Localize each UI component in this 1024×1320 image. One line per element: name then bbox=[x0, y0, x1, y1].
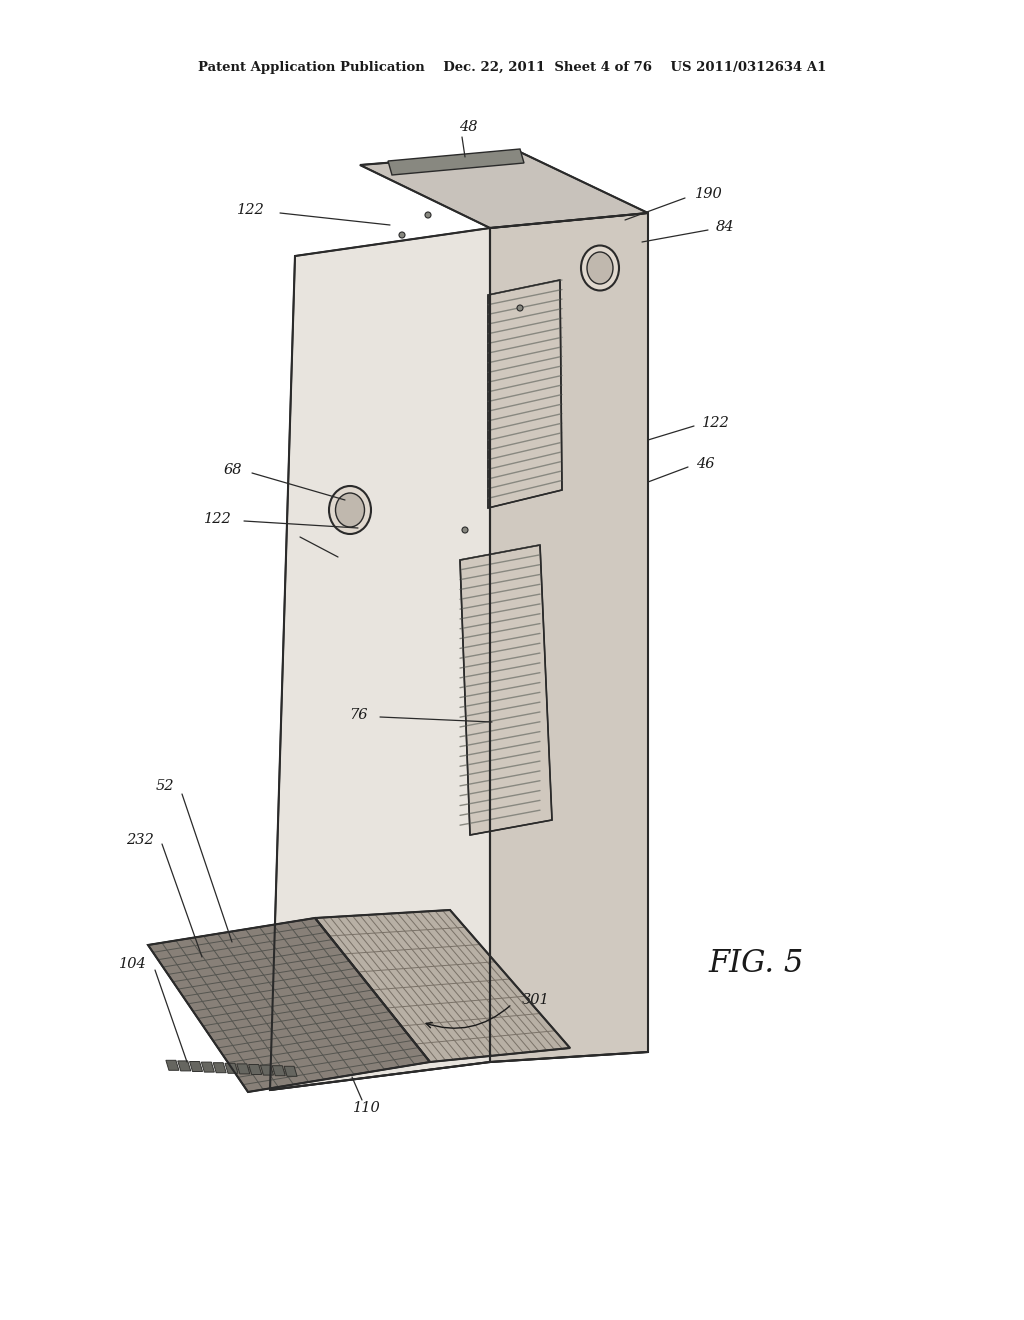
Text: Patent Application Publication    Dec. 22, 2011  Sheet 4 of 76    US 2011/031263: Patent Application Publication Dec. 22, … bbox=[198, 62, 826, 74]
Polygon shape bbox=[249, 1064, 262, 1074]
Polygon shape bbox=[178, 1061, 190, 1071]
Text: 52: 52 bbox=[156, 779, 174, 793]
Circle shape bbox=[517, 305, 523, 312]
Ellipse shape bbox=[336, 492, 365, 527]
Polygon shape bbox=[237, 1064, 250, 1074]
Polygon shape bbox=[360, 152, 648, 228]
Text: 122: 122 bbox=[204, 512, 232, 525]
Polygon shape bbox=[202, 1063, 214, 1072]
Polygon shape bbox=[490, 213, 648, 1063]
Text: 84: 84 bbox=[716, 220, 734, 234]
Text: 104: 104 bbox=[119, 957, 147, 972]
Text: 122: 122 bbox=[238, 203, 265, 216]
Text: 46: 46 bbox=[696, 457, 715, 471]
Polygon shape bbox=[488, 280, 562, 508]
Polygon shape bbox=[270, 228, 490, 1090]
Polygon shape bbox=[166, 1060, 179, 1071]
Polygon shape bbox=[189, 1061, 203, 1072]
Text: 122: 122 bbox=[702, 416, 730, 430]
Text: 68: 68 bbox=[223, 463, 242, 477]
Polygon shape bbox=[388, 149, 524, 176]
Circle shape bbox=[399, 232, 406, 238]
Text: 232: 232 bbox=[126, 833, 154, 847]
Text: 76: 76 bbox=[349, 708, 368, 722]
Circle shape bbox=[425, 213, 431, 218]
Text: 301: 301 bbox=[522, 993, 550, 1007]
Text: 48: 48 bbox=[459, 120, 477, 135]
Text: FIG. 5: FIG. 5 bbox=[708, 949, 803, 979]
Polygon shape bbox=[225, 1064, 238, 1073]
Polygon shape bbox=[272, 1065, 286, 1076]
Text: 190: 190 bbox=[695, 187, 723, 201]
Polygon shape bbox=[260, 1065, 273, 1074]
Ellipse shape bbox=[587, 252, 613, 284]
Polygon shape bbox=[460, 545, 552, 836]
Polygon shape bbox=[213, 1063, 226, 1073]
Polygon shape bbox=[315, 909, 570, 1063]
Ellipse shape bbox=[329, 486, 371, 535]
Circle shape bbox=[462, 527, 468, 533]
Text: 110: 110 bbox=[353, 1101, 381, 1115]
Ellipse shape bbox=[581, 246, 618, 290]
Polygon shape bbox=[284, 1067, 297, 1076]
Polygon shape bbox=[148, 917, 430, 1092]
